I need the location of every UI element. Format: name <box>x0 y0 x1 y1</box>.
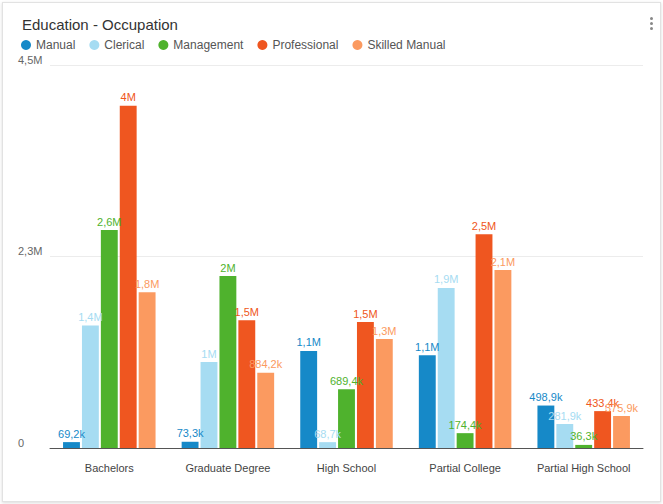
svg-text:174,4k: 174,4k <box>449 419 483 431</box>
svg-text:1,5M: 1,5M <box>235 306 259 318</box>
svg-text:Management: Management <box>173 38 244 52</box>
svg-text:4,5M: 4,5M <box>18 54 42 66</box>
svg-text:1,4M: 1,4M <box>78 311 102 323</box>
svg-text:36,3k: 36,3k <box>570 430 597 442</box>
svg-text:1,1M: 1,1M <box>415 341 439 353</box>
svg-text:375,9k: 375,9k <box>605 402 639 414</box>
svg-text:433,4k: 433,4k <box>586 396 620 409</box>
svg-text:2,5M: 2,5M <box>472 220 496 232</box>
svg-text:Partial College: Partial College <box>429 462 501 474</box>
svg-text:Bachelors: Bachelors <box>85 462 134 474</box>
svg-text:4M: 4M <box>121 91 136 103</box>
svg-text:Education - Occupation: Education - Occupation <box>22 16 178 33</box>
svg-text:1,3M: 1,3M <box>372 325 396 337</box>
svg-text:Manual: Manual <box>36 38 75 52</box>
svg-text:1M: 1M <box>201 348 216 360</box>
svg-text:Graduate Degree: Graduate Degree <box>185 462 270 474</box>
svg-text:Clerical: Clerical <box>104 38 144 52</box>
svg-text:1,9M: 1,9M <box>434 273 458 285</box>
svg-text:689,4k: 689,4k <box>330 375 364 387</box>
svg-text:2,3M: 2,3M <box>18 245 42 257</box>
svg-text:73,3k: 73,3k <box>177 427 204 439</box>
svg-text:1,1M: 1,1M <box>296 336 320 348</box>
svg-text:884,2k: 884,2k <box>249 358 283 370</box>
svg-text:2,1M: 2,1M <box>491 256 515 268</box>
svg-text:1,8M: 1,8M <box>135 278 159 290</box>
svg-text:2M: 2M <box>220 262 235 274</box>
svg-text:281,9k: 281,9k <box>548 410 582 422</box>
svg-text:Skilled Manual: Skilled Manual <box>367 38 445 52</box>
svg-text:Partial High School: Partial High School <box>537 462 631 474</box>
svg-text:498,9k: 498,9k <box>529 391 563 403</box>
svg-text:1,5M: 1,5M <box>353 308 377 320</box>
svg-text:69,2k: 69,2k <box>58 428 85 440</box>
svg-text:Professional: Professional <box>272 38 338 52</box>
svg-text:0: 0 <box>18 437 24 449</box>
svg-text:2,6M: 2,6M <box>97 216 121 228</box>
svg-text:68,7k: 68,7k <box>314 428 341 440</box>
svg-text:High School: High School <box>317 462 376 474</box>
